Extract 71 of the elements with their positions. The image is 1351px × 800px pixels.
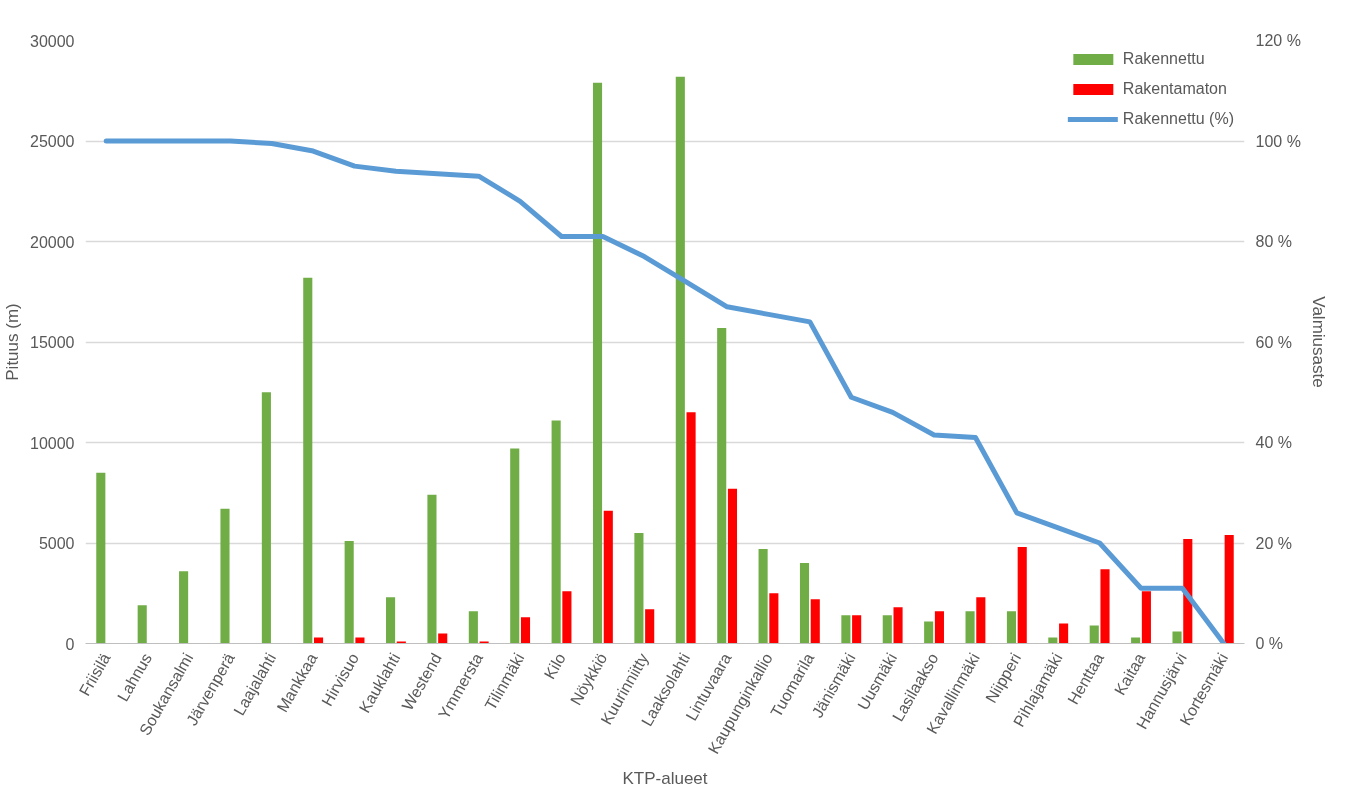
bar [313,637,324,644]
bar [479,641,489,644]
bar [799,563,810,644]
y2-tick-label: 40 % [1255,434,1292,451]
y2-axis-title: Valmiusaste [1308,296,1328,388]
bar [1141,591,1151,644]
bar [355,637,365,644]
y-tick-label: 30000 [30,32,75,50]
legend-label: Rakennettu [1122,50,1205,68]
bar [645,609,655,644]
bar [551,420,561,644]
y-tick-label: 5000 [38,535,75,552]
bar [603,510,613,644]
bar [686,412,696,644]
bar [562,591,572,644]
y2-tick-label: 120 % [1255,32,1301,49]
bar [468,611,478,644]
bar [1172,631,1182,644]
bar [510,448,520,644]
y-tick-label: 10000 [30,434,75,452]
legend-label: Rakentamaton [1122,80,1227,98]
bar [1183,538,1193,644]
bar [1017,547,1027,644]
bar [1089,625,1099,644]
bar [96,472,106,644]
bar [717,327,727,644]
y2-tick-label: 20 % [1255,534,1292,552]
bar [1048,637,1058,644]
y2-tick-label: 80 % [1255,233,1292,250]
bar [769,593,779,644]
bar [220,508,230,644]
y-tick-label: 20000 [30,233,75,251]
x-tick-label: Kilo [540,650,569,682]
bar [427,494,437,644]
y-tick-label: 25000 [30,133,75,150]
bar [344,540,354,644]
legend-label: Rakennettu (%) [1122,110,1234,128]
bar [592,82,603,644]
bar [852,615,862,644]
bar [1059,623,1069,644]
bar [934,611,944,644]
bar [634,532,644,644]
bar [965,611,975,644]
bar [261,392,271,644]
bar [1100,569,1110,644]
bar [396,641,406,644]
bar [520,617,531,644]
bar [179,571,189,644]
y-axis-title: Pituus (m) [3,303,23,381]
bar [893,607,903,644]
bar [675,76,685,644]
bar [976,597,986,644]
y2-tick-label: 0 % [1255,635,1284,652]
bar [810,599,820,644]
y2-tick-label: 100 % [1255,132,1301,150]
bar [386,597,396,644]
bar [1131,637,1141,644]
bar [303,277,313,644]
bar [758,549,768,644]
bar [1224,534,1234,644]
y-tick-label: 15000 [30,334,75,351]
bar [438,633,448,644]
bar [1006,611,1017,644]
bar [924,621,934,644]
bar [841,615,851,644]
bar [882,615,892,644]
y2-tick-label: 60 % [1255,333,1292,351]
y-tick-label: 0 [65,635,75,653]
bar [137,605,147,644]
x-axis-title: KTP-alueet [622,768,708,788]
bar [727,488,738,644]
